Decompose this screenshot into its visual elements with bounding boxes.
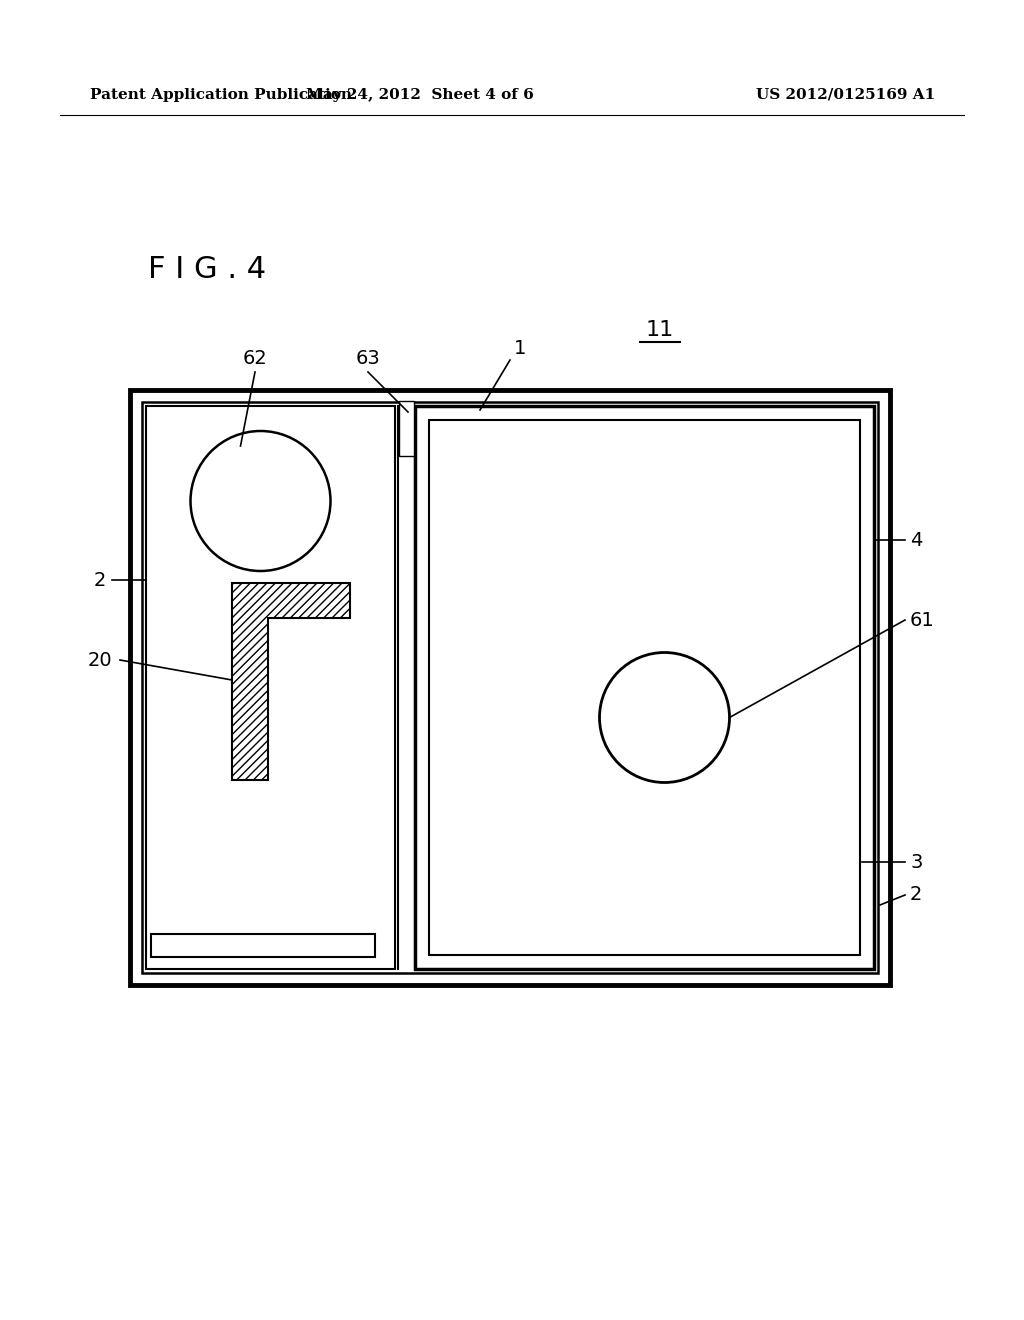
Text: 62: 62: [243, 348, 267, 367]
Text: 3: 3: [910, 853, 923, 871]
Bar: [146, 407, 395, 969]
Text: 2: 2: [910, 886, 923, 904]
Text: F I G . 4: F I G . 4: [148, 256, 266, 285]
Bar: [399, 401, 414, 455]
Text: Patent Application Publication: Patent Application Publication: [90, 88, 352, 102]
Ellipse shape: [599, 652, 729, 783]
Bar: [130, 389, 890, 985]
Bar: [151, 935, 375, 957]
Text: May 24, 2012  Sheet 4 of 6: May 24, 2012 Sheet 4 of 6: [306, 88, 534, 102]
Text: 4: 4: [910, 531, 923, 549]
Ellipse shape: [190, 432, 331, 572]
Text: 1: 1: [514, 338, 526, 358]
Text: US 2012/0125169 A1: US 2012/0125169 A1: [756, 88, 935, 102]
Bar: [429, 420, 860, 954]
Text: 61: 61: [910, 610, 935, 630]
Bar: [142, 403, 878, 973]
Text: 20: 20: [88, 651, 113, 669]
Text: 2: 2: [94, 570, 106, 590]
Text: 63: 63: [355, 348, 380, 367]
Bar: [415, 407, 874, 969]
Text: 11: 11: [646, 319, 674, 341]
